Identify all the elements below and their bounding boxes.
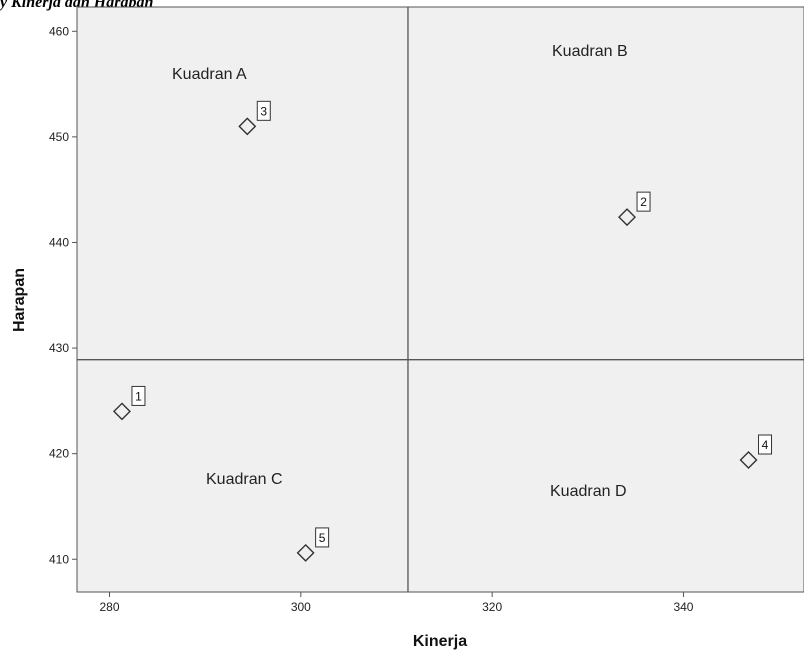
quadrant-dividers <box>77 7 804 592</box>
y-tick-label: 430 <box>49 341 69 355</box>
point-label-box <box>758 434 773 455</box>
x-tick-label: 280 <box>100 600 120 614</box>
data-point-marker <box>238 117 257 136</box>
data-point-marker <box>296 543 315 562</box>
data-point-marker <box>618 208 637 227</box>
quadrant-label-b: Kuadran B <box>552 43 628 60</box>
data-point-marker <box>112 402 131 421</box>
data-points: 1 2 3 4 5 <box>112 100 773 562</box>
x-axis-title: Kinerja <box>413 633 467 650</box>
point-label: 1 <box>135 389 142 403</box>
point-label: 3 <box>260 104 267 118</box>
y-tick-label: 440 <box>49 235 69 249</box>
y-tick-label: 420 <box>49 447 69 461</box>
y-tick-label: 460 <box>49 24 69 38</box>
figure-caption: y Kinerja dan Harapan <box>0 0 154 11</box>
quadrant-label-d: Kuadran D <box>550 483 627 500</box>
plot-area <box>76 6 804 593</box>
point-label-box <box>131 385 146 406</box>
point-label-box <box>636 191 651 212</box>
quadrant-label-a: Kuadran A <box>172 66 247 83</box>
point-label-box <box>315 527 330 548</box>
x-tick-label: 320 <box>482 600 502 614</box>
y-tick-label: 410 <box>49 552 69 566</box>
quadrant-labels: Kuadran A Kuadran B Kuadran C Kuadran D <box>172 43 628 500</box>
point-label: 4 <box>762 438 769 452</box>
quadrant-label-c: Kuadran C <box>206 471 283 488</box>
y-tick-label: 450 <box>49 130 69 144</box>
y-axis: 410 420 430 440 450 460 <box>49 24 77 566</box>
data-point-marker <box>739 451 758 469</box>
x-axis: 280 300 320 340 <box>100 592 694 614</box>
point-label: 5 <box>319 531 326 545</box>
x-tick-label: 300 <box>291 600 311 614</box>
point-label: 2 <box>640 195 647 209</box>
y-axis-title: Harapan <box>11 268 28 332</box>
x-tick-label: 340 <box>673 600 693 614</box>
point-label-box <box>256 100 271 121</box>
